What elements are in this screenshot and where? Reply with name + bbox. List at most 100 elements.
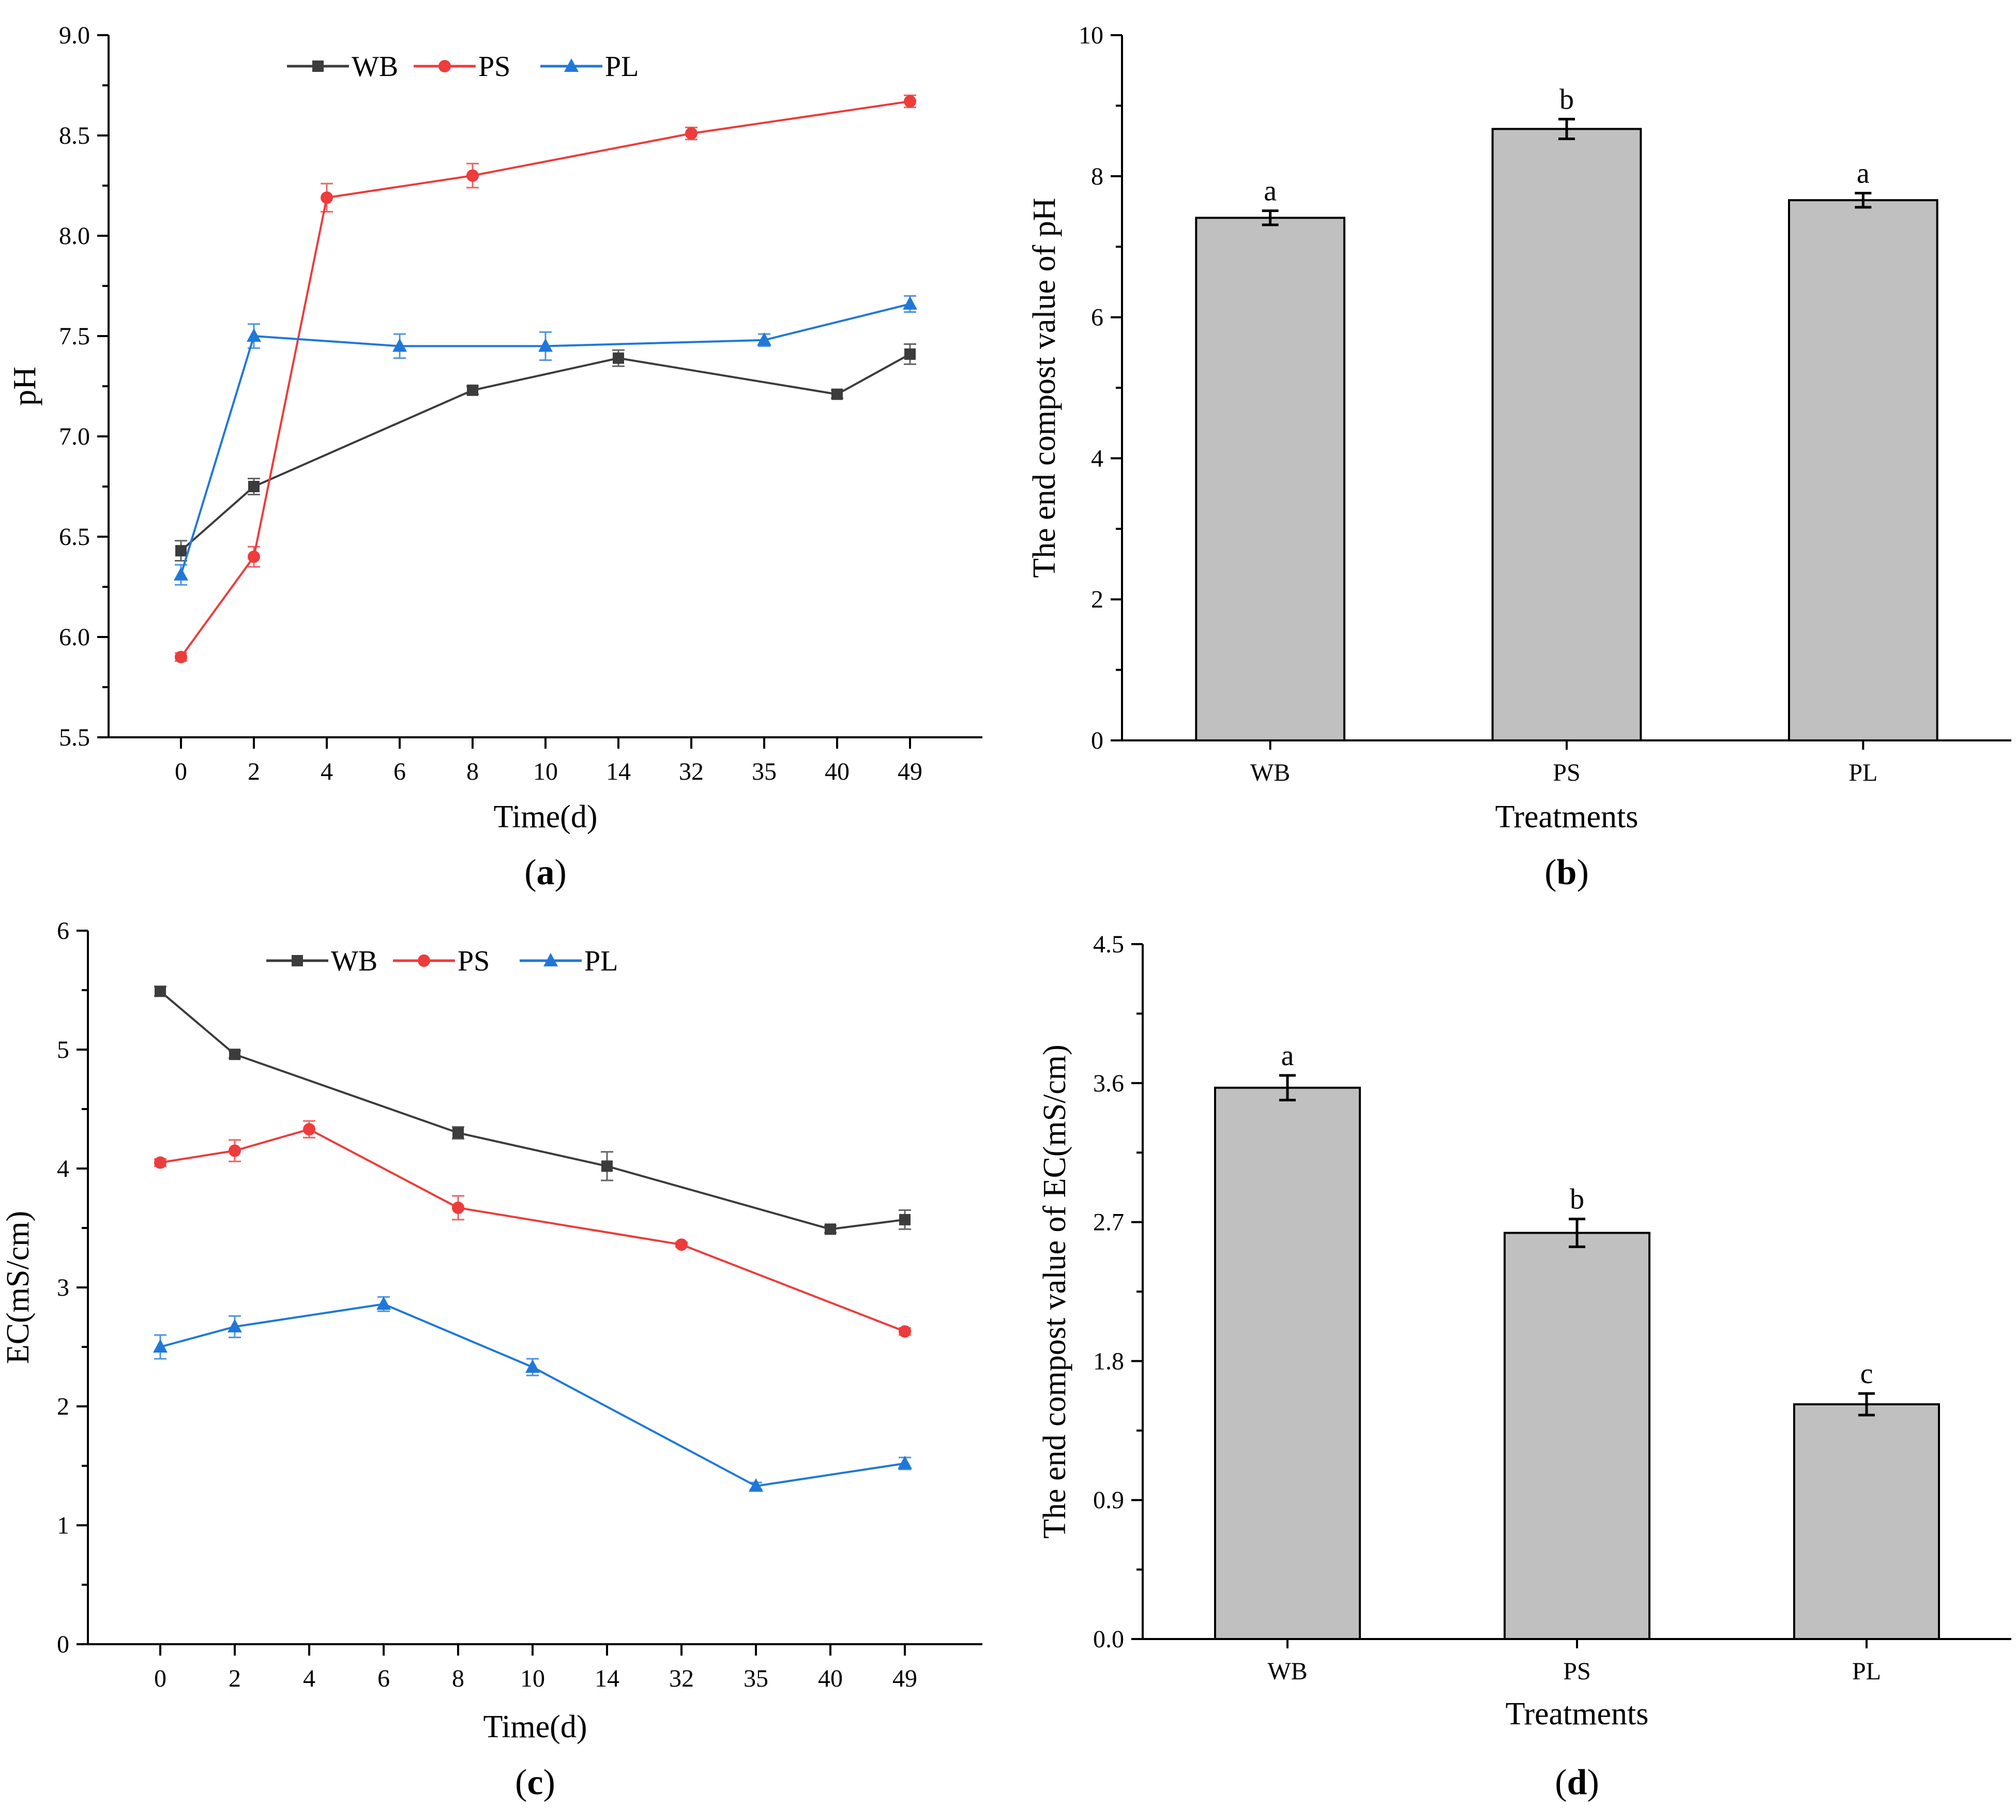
x-tick-label: 32 — [679, 758, 704, 785]
y-tick-label: 4.5 — [1093, 931, 1124, 958]
legend-label: PL — [584, 945, 618, 977]
data-point — [228, 1318, 242, 1332]
y-tick-label: 2 — [1091, 586, 1103, 613]
x-tick-label: 10 — [520, 1665, 545, 1692]
series-line — [160, 1303, 905, 1488]
x-tick-label: 8 — [452, 1665, 464, 1692]
x-tick-label: 40 — [825, 758, 850, 785]
panel-label: (c) — [515, 1763, 555, 1802]
panel-label: (a) — [524, 853, 567, 892]
data-point — [229, 1144, 241, 1157]
series-line — [180, 100, 911, 658]
data-point — [452, 1201, 464, 1214]
significance-letter: a — [1281, 1040, 1294, 1072]
data-point — [229, 1049, 240, 1060]
x-axis-title: Treatments — [1495, 799, 1639, 835]
y-tick-label: 6 — [57, 917, 69, 945]
panel-label: (b) — [1544, 853, 1589, 892]
series-pl — [153, 1296, 912, 1492]
y-tick-label: 0 — [57, 1631, 69, 1658]
data-point — [452, 1127, 464, 1139]
y-tick-label: 7.5 — [59, 323, 90, 350]
y-tick-label: 3.6 — [1093, 1070, 1124, 1097]
data-point — [321, 191, 333, 204]
x-tick-label: 49 — [892, 1665, 917, 1692]
panel-d-ec-end-bar-chart: 0.0 0.9 1.8 2.7 3.6 4.5 WB a PS b PL c Treatments The… — [1037, 931, 2011, 1802]
error-bar — [1855, 192, 1872, 209]
panel-c-ec-time-chart: 0 1 2 3 4 5 6 0 2 4 6 8 10 14 32 35 40 49 WB PS PL Time(d) EC(… — [1, 917, 982, 1802]
y-tick-label: 5 — [57, 1036, 69, 1064]
y-tick-label: 5.5 — [59, 724, 90, 751]
y-tick-label: 4 — [1091, 445, 1103, 472]
legend-marker — [292, 955, 303, 966]
y-tick-label: 6.5 — [59, 523, 90, 551]
data-point — [685, 127, 698, 140]
bar-wb — [1195, 217, 1345, 741]
data-point — [904, 95, 916, 108]
y-tick-label: 3 — [57, 1274, 69, 1301]
y-axis-title: The end compost value of pH — [1027, 198, 1062, 578]
bar-wb — [1214, 1086, 1361, 1640]
data-point — [899, 1214, 911, 1225]
series-ps — [175, 94, 916, 663]
legend-marker — [438, 60, 451, 72]
bar-pl — [1793, 1403, 1940, 1640]
x-tick-label: WB — [1250, 759, 1290, 786]
data-point — [903, 296, 917, 310]
data-point — [538, 338, 553, 352]
series-line — [159, 990, 905, 1231]
series-line — [180, 353, 911, 552]
data-point — [675, 1238, 688, 1251]
x-tick-label: 0 — [175, 758, 187, 785]
error-bar — [1558, 117, 1575, 141]
y-tick-label: 0 — [1091, 727, 1103, 754]
legend-marker — [312, 60, 324, 72]
x-tick-label: 40 — [818, 1665, 843, 1692]
bar-ps — [1491, 128, 1642, 742]
error-bar — [1262, 209, 1279, 226]
y-tick-label: 1 — [57, 1512, 69, 1539]
data-point — [153, 1339, 168, 1353]
significance-letter: a — [1857, 158, 1870, 190]
data-point — [155, 985, 166, 997]
significance-letter: c — [1860, 1358, 1873, 1390]
y-tick-label: 6.0 — [59, 624, 90, 651]
series-line — [160, 1128, 905, 1332]
data-point — [247, 328, 261, 342]
legend-label: WB — [352, 51, 398, 83]
series-ps — [154, 1120, 911, 1338]
x-tick-label: 8 — [466, 758, 479, 785]
x-tick-label: 49 — [898, 758, 922, 785]
data-point — [525, 1359, 540, 1373]
legend-label: PS — [458, 945, 490, 977]
x-tick-label: WB — [1267, 1658, 1307, 1685]
x-tick-label: 14 — [595, 1665, 619, 1692]
series-line — [180, 302, 911, 575]
significance-letter: b — [1570, 1184, 1584, 1216]
x-tick-label: 0 — [154, 1665, 166, 1692]
panel-a-ph-time-chart: 5.5 6.0 6.5 7.0 7.5 8.0 8.5 9.0 0 2 4 6 8 10 14 32 35 40 4… — [7, 22, 982, 892]
data-point — [466, 169, 479, 182]
x-axis-title: Time(d) — [483, 1709, 587, 1745]
x-tick-label: 35 — [744, 1665, 768, 1692]
x-tick-label: 4 — [321, 758, 333, 785]
y-tick-label: 10 — [1079, 22, 1103, 49]
data-point — [757, 332, 771, 346]
data-point — [175, 545, 187, 557]
y-tick-label: 9.0 — [59, 22, 90, 49]
data-point — [899, 1325, 911, 1338]
y-tick-label: 7.0 — [59, 423, 90, 450]
y-tick-label: 8 — [1091, 163, 1103, 190]
data-point — [601, 1160, 613, 1172]
data-point — [175, 650, 187, 663]
y-tick-label: 4 — [57, 1155, 69, 1182]
series-pl — [174, 295, 917, 586]
data-point — [392, 338, 407, 352]
data-point — [467, 384, 478, 396]
error-bar — [1858, 1392, 1875, 1417]
x-tick-label: 32 — [669, 1665, 694, 1692]
panel-b-ph-end-bar-chart: 0 2 4 6 8 10 WB a PS b PL a Treatments The end compos… — [1027, 22, 2011, 892]
y-axis-title: EC(mS/cm) — [1, 1211, 36, 1364]
series-wb — [175, 343, 916, 562]
